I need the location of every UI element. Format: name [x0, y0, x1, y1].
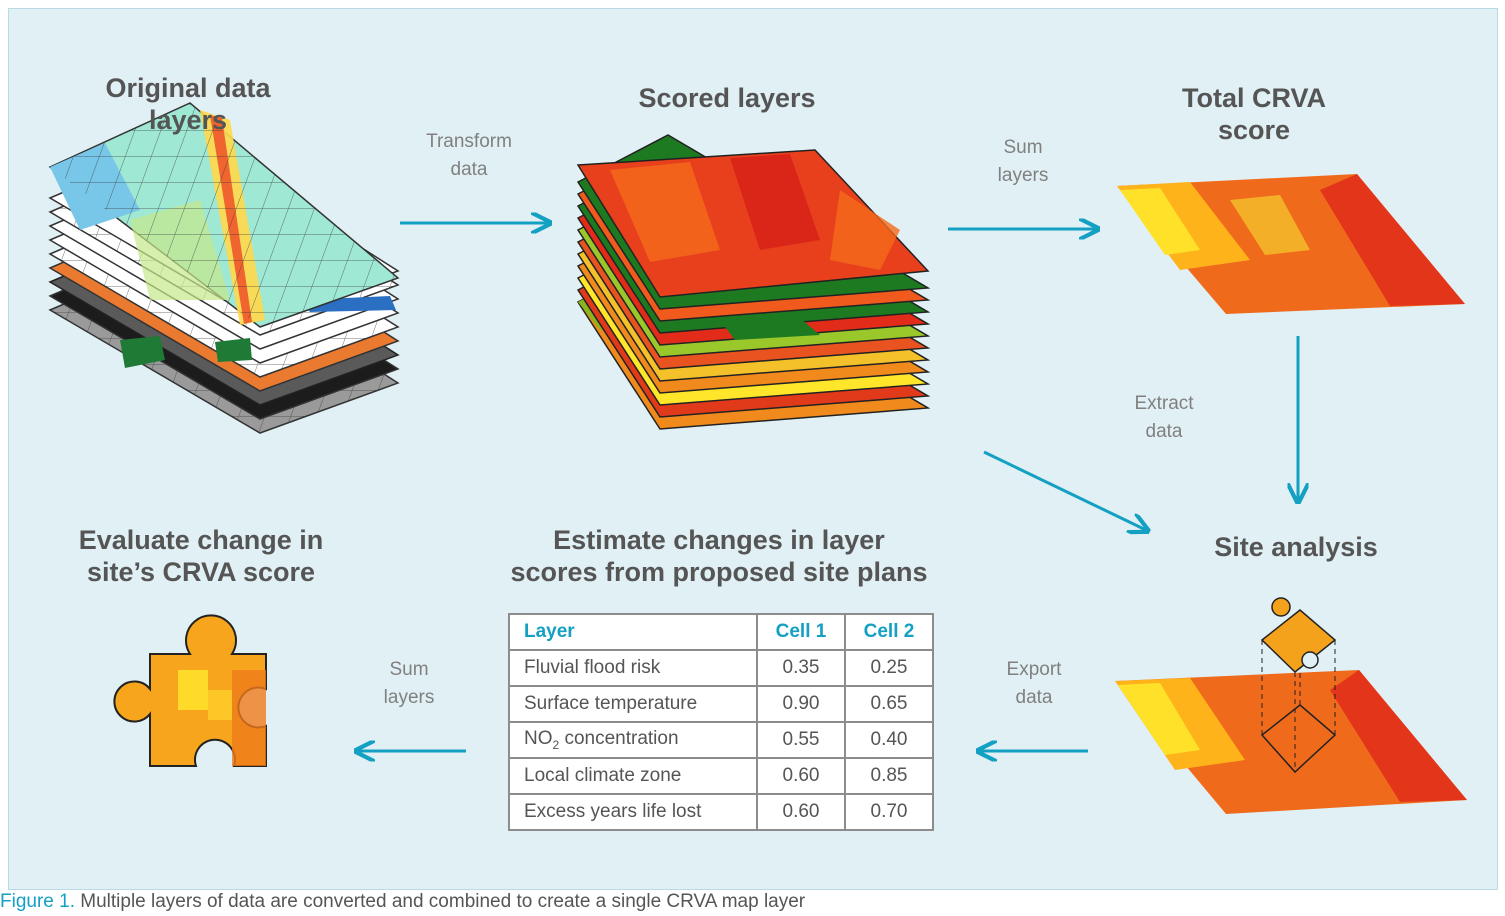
table-row: Fluvial flood risk 0.35 0.25 — [508, 649, 934, 687]
total-crva-map — [1117, 174, 1465, 314]
layer-scores-table: Layer Cell 1 Cell 2 Fluvial flood risk 0… — [508, 613, 934, 831]
header-cell-2: Cell 2 — [844, 613, 934, 651]
row-cell-1: 0.35 — [756, 649, 846, 687]
title-evaluate-change: Evaluate change in site’s CRVA score — [78, 525, 324, 587]
caption-figure-number: Figure 1. — [0, 891, 75, 912]
figure-caption: Figure 1. Multiple layers of data are co… — [0, 889, 805, 915]
row-cell-1: 0.90 — [756, 685, 846, 723]
label-sum-layers-bottom: Sum layers — [383, 659, 435, 708]
table-row: Excess years life lost 0.60 0.70 — [508, 793, 934, 831]
original-layer-stack — [48, 102, 400, 434]
scored-layer-stack — [576, 134, 931, 430]
title-original-data: Original data layers — [105, 73, 271, 135]
row-cell-2: 0.65 — [844, 685, 934, 723]
row-cell-2: 0.85 — [844, 757, 934, 795]
row-layer-name: Excess years life lost — [508, 793, 758, 831]
arrow-extract — [983, 450, 1146, 530]
puzzle-piece-icon — [113, 614, 267, 767]
header-cell-1: Cell 1 — [756, 613, 846, 651]
title-total-crva: Total CRVA score — [1181, 83, 1326, 145]
title-scored-layers: Scored layers — [638, 83, 816, 113]
table-row: Local climate zone 0.60 0.85 — [508, 757, 934, 795]
title-site-analysis: Site analysis — [1214, 532, 1378, 562]
header-layer: Layer — [508, 613, 758, 651]
table-row: Surface temperature 0.90 0.65 — [508, 685, 934, 723]
label-export-data: Export data — [1006, 659, 1062, 708]
label-extract-data: Extract data — [1134, 393, 1194, 442]
row-cell-2: 0.70 — [844, 793, 934, 831]
label-transform-data: Transform data — [426, 131, 512, 180]
row-layer-name: Surface temperature — [508, 685, 758, 723]
row-layer-name: Fluvial flood risk — [508, 649, 758, 687]
no2-subscript: 2 — [552, 737, 560, 752]
row-layer-name: Local climate zone — [508, 757, 758, 795]
row-cell-1: 0.60 — [756, 757, 846, 795]
row-cell-1: 0.55 — [756, 721, 846, 759]
title-estimate-changes: Estimate changes in layer scores from pro… — [510, 525, 928, 587]
row-cell-2: 0.25 — [844, 649, 934, 687]
no2-main: NO — [524, 728, 553, 750]
caption-text: Multiple layers of data are converted an… — [74, 891, 806, 912]
row-cell-2: 0.40 — [844, 721, 934, 759]
site-analysis-map — [1115, 597, 1467, 814]
table-row: NO2 concentration 0.55 0.40 — [508, 721, 934, 759]
label-sum-layers-top: Sum layers — [997, 137, 1049, 186]
row-layer-name: NO2 concentration — [508, 721, 758, 759]
row-cell-1: 0.60 — [756, 793, 846, 831]
no2-rest: concentration — [559, 728, 679, 750]
table-header-row: Layer Cell 1 Cell 2 — [508, 613, 934, 651]
